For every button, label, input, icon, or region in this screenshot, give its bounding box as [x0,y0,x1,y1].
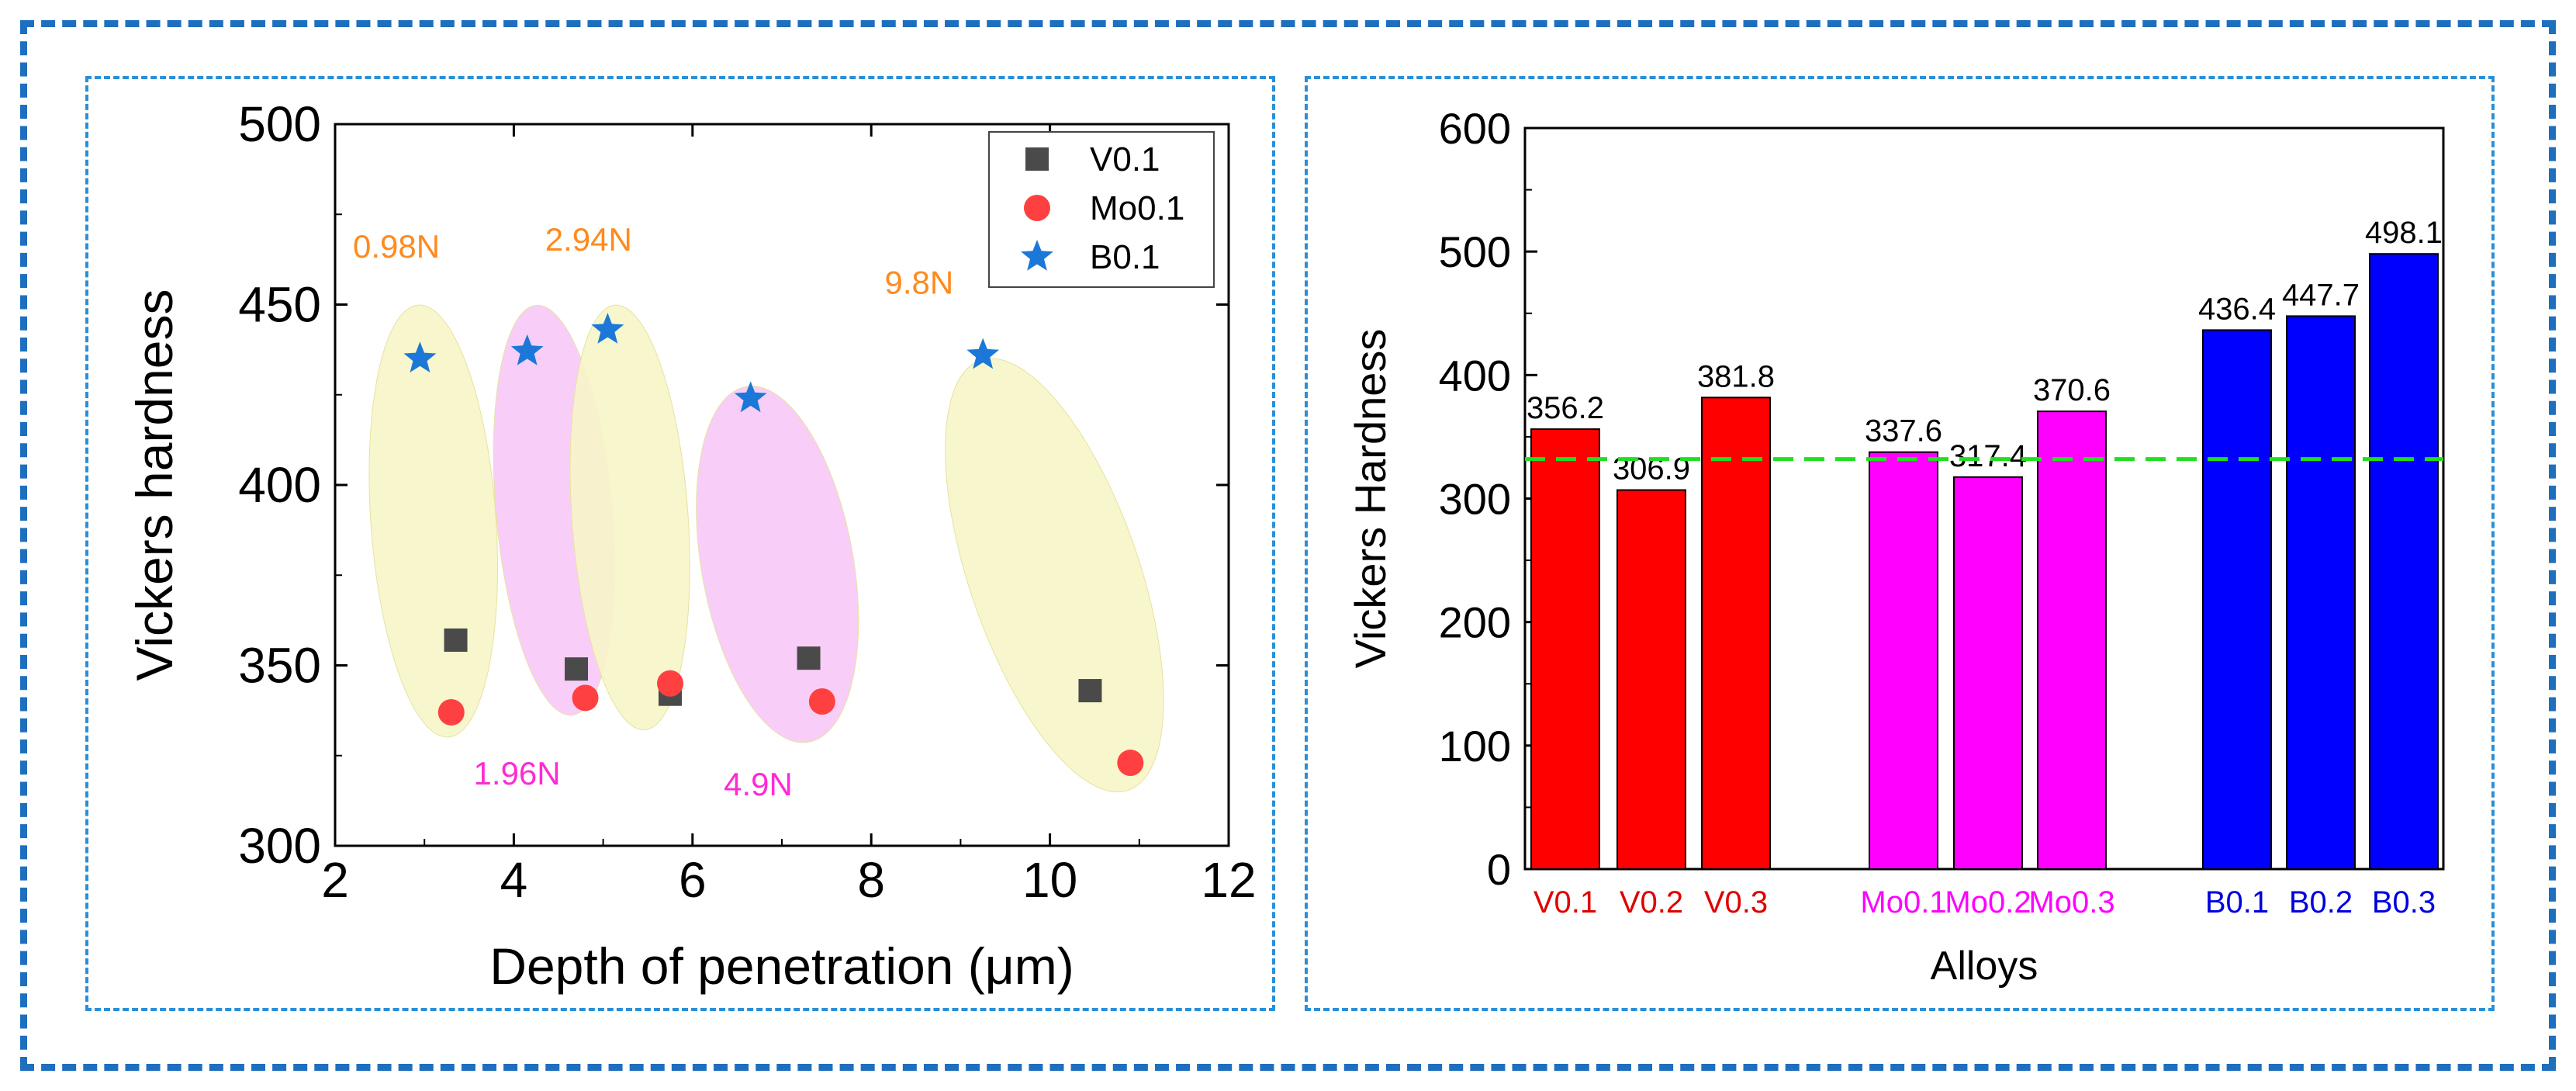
y-tick-label: 400 [238,457,321,513]
category-label: B0.3 [2372,885,2436,920]
y-tick-label: 100 [1439,722,1511,771]
data-point-b0-1 [403,341,437,372]
x-tick-label: 2 [321,852,349,908]
outer-frame [20,20,2556,1071]
data-point-v0-1 [565,657,589,681]
load-group-ellipse [368,304,498,738]
data-point-v0-1 [1078,679,1102,703]
y-tick-label: 500 [1439,227,1511,276]
x-tick-label: 10 [1022,852,1077,908]
bar-b0-1 [2202,329,2272,870]
bar-value-label: 447.7 [2282,278,2360,312]
bar-value-label: 381.8 [1697,359,1775,393]
category-label: Mo0.3 [2028,885,2114,920]
load-group-label: 9.8N [884,265,953,301]
x-tick-label: 8 [857,852,885,908]
bar-value-label: 370.6 [2033,373,2111,407]
x-axis-title: Depth of penetration (μm) [489,937,1074,995]
category-label: V0.2 [1620,885,1683,920]
bar-b0-3 [2369,253,2439,870]
bar-value-label: 498.1 [2365,216,2443,250]
legend-marker [1021,240,1053,271]
legend-entry: B0.1 [1090,238,1160,276]
x-tick-label: 12 [1201,852,1256,908]
bar-value-label: 436.4 [2198,292,2276,326]
category-label: Mo0.2 [1945,885,2031,920]
category-label: B0.2 [2289,885,2353,920]
load-group-label: 0.98N [353,228,440,265]
x-axis-title: Alloys [1931,944,2038,989]
y-tick-label: 400 [1439,351,1511,400]
bar-b0-2 [2286,315,2356,870]
y-tick-label: 300 [238,818,321,874]
y-axis-title: Vickers Hardness [1346,329,1395,669]
data-point-mo0-1 [437,698,465,726]
load-group-ellipse [945,358,1164,793]
legend-marker [1024,195,1050,221]
bar-v0-3 [1701,397,1771,870]
x-tick-label: 4 [500,852,528,908]
data-point-v0-1 [797,646,821,670]
y-tick-label: 600 [1439,104,1511,153]
data-point-b0-1 [510,334,544,365]
right-panel-frame [1305,76,2495,1011]
bar-mo0-2 [1953,476,2023,870]
data-point-v0-1 [444,628,468,652]
bar-mo0-3 [2037,410,2107,870]
category-label: Mo0.1 [1860,885,1946,920]
load-group-label: 1.96N [474,755,561,791]
data-point-mo0-1 [1117,750,1144,777]
bar-mo0-1 [1869,451,1938,870]
data-point-mo0-1 [808,688,835,715]
category-label: V0.3 [1704,885,1768,920]
bar-value-label: 356.2 [1527,391,1604,425]
data-point-mo0-1 [657,670,683,697]
y-tick-label: 200 [1439,598,1511,647]
data-point-b0-1 [966,338,1000,369]
legend-marker [1025,147,1049,171]
legend-entry: Mo0.1 [1090,189,1184,227]
y-tick-label: 0 [1487,845,1511,894]
y-tick-label: 450 [238,277,321,333]
legend-entry: V0.1 [1090,140,1160,178]
bar-value-label: 317.4 [1949,439,2027,473]
load-group-ellipse [696,386,859,743]
y-tick-label: 300 [1439,475,1511,524]
y-tick-label: 500 [238,96,321,152]
bar-value-label: 337.6 [1865,414,1942,449]
category-label: B0.1 [2205,885,2269,920]
y-tick-label: 350 [238,638,321,694]
bar-v0-1 [1530,428,1600,870]
data-point-b0-1 [734,381,767,413]
bar-v0-2 [1616,489,1686,871]
category-label: V0.1 [1533,885,1597,920]
data-point-b0-1 [591,313,624,344]
load-group-ellipse [569,304,690,731]
load-group-label: 2.94N [545,221,632,258]
y-axis-title: Vickers hardness [126,289,183,681]
data-point-mo0-1 [572,684,599,712]
load-group-label: 4.9N [724,766,793,802]
x-tick-label: 6 [679,852,707,908]
left-panel-frame [85,76,1275,1011]
